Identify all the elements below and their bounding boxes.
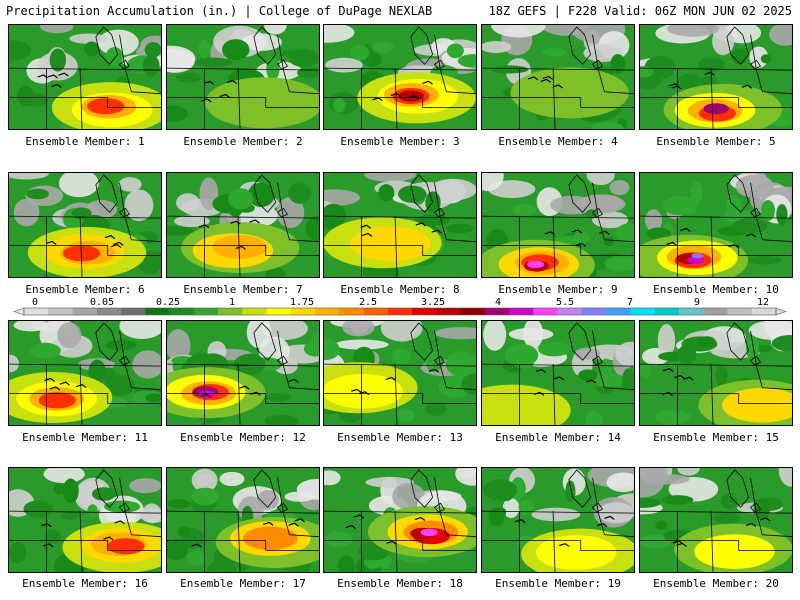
legend-swatch — [533, 308, 558, 315]
legend-swatch — [363, 308, 389, 315]
legend-swatch — [315, 308, 340, 315]
legend-tick-label: 2.5 — [358, 297, 378, 308]
ensemble-map-panel — [481, 467, 635, 573]
legend-tick-label: 3.25 — [420, 297, 446, 308]
legend-swatch — [24, 308, 49, 315]
legend-tick-label: 1 — [228, 297, 236, 308]
ensemble-member-label: Ensemble Member: 18 — [337, 577, 463, 590]
legend-swatch — [339, 308, 364, 315]
ensemble-map-panel — [639, 172, 793, 278]
ensemble-map-panel — [639, 467, 793, 573]
legend-tick-label: 9 — [693, 297, 701, 308]
ensemble-member-label: Ensemble Member: 6 — [25, 283, 145, 296]
ensemble-member-label: Ensemble Member: 20 — [653, 577, 779, 590]
legend-swatch — [436, 308, 461, 315]
ensemble-member-label: Ensemble Member: 2 — [183, 135, 303, 148]
legend-left-arrow — [13, 307, 25, 316]
ensemble-member-label: Ensemble Member: 16 — [22, 577, 148, 590]
legend-swatch — [145, 308, 170, 315]
ensemble-map-panel — [481, 172, 635, 278]
ensemble-member-label: Ensemble Member: 17 — [180, 577, 306, 590]
legend-swatch — [48, 308, 73, 315]
legend-swatch — [751, 308, 777, 315]
ensemble-member-label: Ensemble Member: 1 — [25, 135, 145, 148]
color-legend — [13, 307, 787, 316]
ensemble-member-label: Ensemble Member: 7 — [183, 283, 303, 296]
ensemble-map-panel — [8, 320, 162, 426]
legend-swatch — [290, 308, 316, 315]
ensemble-map-panel — [166, 24, 320, 130]
ensemble-map-panel — [8, 467, 162, 573]
ensemble-member-label: Ensemble Member: 14 — [495, 431, 621, 444]
ensemble-member-label: Ensemble Member: 3 — [340, 135, 460, 148]
legend-swatch — [121, 308, 146, 315]
legend-swatch — [96, 308, 122, 315]
ensemble-member-label: Ensemble Member: 12 — [180, 431, 306, 444]
legend-swatch — [218, 308, 243, 315]
legend-swatch — [242, 308, 267, 315]
legend-swatch — [654, 308, 680, 315]
header-left-title: Precipitation Accumulation (in.) | Colle… — [6, 4, 433, 18]
legend-swatch — [412, 308, 437, 315]
ensemble-member-label: Ensemble Member: 13 — [337, 431, 463, 444]
legend-swatch — [557, 308, 583, 315]
legend-swatch — [266, 308, 292, 315]
legend-swatch — [678, 308, 704, 315]
ensemble-map-panel — [166, 320, 320, 426]
legend-tick-label: 0.05 — [89, 297, 115, 308]
legend-swatch — [193, 308, 219, 315]
legend-tick-label: 7 — [626, 297, 634, 308]
legend-swatch — [169, 308, 195, 315]
legend-tick-label: 0.25 — [155, 297, 181, 308]
ensemble-member-label: Ensemble Member: 15 — [653, 431, 779, 444]
legend-swatch — [509, 308, 534, 315]
legend-tick-label: 12 — [756, 297, 770, 308]
legend-swatch — [460, 308, 486, 315]
ensemble-member-label: Ensemble Member: 5 — [656, 135, 776, 148]
ensemble-member-label: Ensemble Member: 9 — [498, 283, 618, 296]
ensemble-map-panel — [166, 172, 320, 278]
legend-swatch — [484, 308, 510, 315]
ensemble-member-label: Ensemble Member: 10 — [653, 283, 779, 296]
ensemble-map-panel — [8, 172, 162, 278]
ensemble-map-panel — [8, 24, 162, 130]
ensemble-member-label: Ensemble Member: 8 — [340, 283, 460, 296]
legend-tick-label: 0 — [31, 297, 39, 308]
ensemble-member-label: Ensemble Member: 11 — [22, 431, 148, 444]
header-right-title: 18Z GEFS | F228 Valid: 06Z MON JUN 02 20… — [488, 4, 792, 18]
legend-swatch — [581, 308, 607, 315]
ensemble-map-panel — [639, 320, 793, 426]
legend-swatch — [387, 308, 413, 315]
legend-tick-label: 4 — [494, 297, 502, 308]
ensemble-map-panel — [323, 24, 477, 130]
legend-swatch — [72, 308, 98, 315]
legend-swatch — [630, 308, 656, 315]
ensemble-map-panel — [166, 467, 320, 573]
legend-swatch — [703, 308, 728, 315]
legend-tick-label: 5.5 — [555, 297, 575, 308]
ensemble-map-panel — [323, 172, 477, 278]
legend-swatch — [727, 308, 753, 315]
legend-right-arrow — [775, 307, 787, 316]
ensemble-map-panel — [639, 24, 793, 130]
ensemble-map-panel — [481, 24, 635, 130]
ensemble-map-panel — [323, 320, 477, 426]
ensemble-map-panel — [481, 320, 635, 426]
ensemble-map-panel — [323, 467, 477, 573]
legend-swatch — [606, 308, 631, 315]
legend-tick-label: 1.75 — [289, 297, 315, 308]
ensemble-member-label: Ensemble Member: 19 — [495, 577, 621, 590]
ensemble-member-label: Ensemble Member: 4 — [498, 135, 618, 148]
